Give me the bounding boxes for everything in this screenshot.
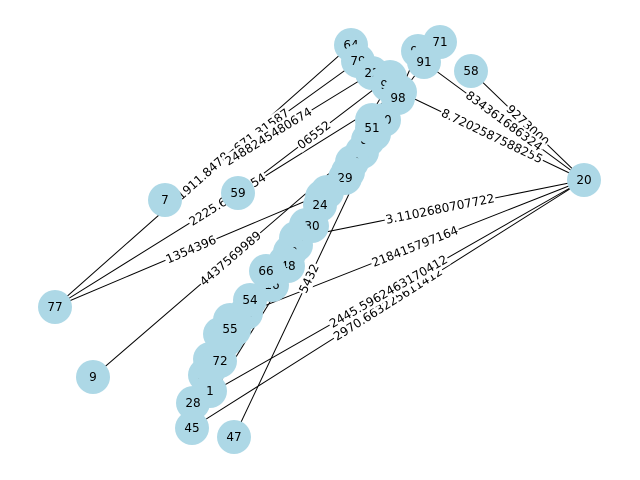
- node-7[interactable]: 7: [148, 183, 182, 217]
- node-circle[interactable]: [213, 312, 247, 346]
- node-label: 66: [258, 264, 273, 278]
- node-77[interactable]: 77: [38, 290, 72, 324]
- edge-label-background: [330, 263, 446, 345]
- edge-label-background: [295, 260, 323, 297]
- node-label: 54: [242, 293, 257, 307]
- node-label: 55: [222, 322, 237, 336]
- nodes-layer: 2071969164792227995862989570213388511060…: [38, 25, 601, 454]
- node-91[interactable]: 91: [407, 45, 441, 79]
- edge-label-background: [368, 222, 462, 271]
- node-label: 28: [185, 396, 200, 410]
- node-circle[interactable]: [176, 386, 210, 420]
- node-51[interactable]: 51: [355, 111, 389, 145]
- node-label: 7: [161, 193, 169, 207]
- node-circle[interactable]: [38, 290, 72, 324]
- edge-label-background: [502, 101, 553, 150]
- node-circle[interactable]: [175, 411, 209, 445]
- node-45[interactable]: 45: [175, 411, 209, 445]
- node-label: 59: [230, 186, 245, 200]
- edge-label-background: [221, 104, 316, 169]
- node-label: 71: [432, 35, 447, 49]
- node-label: 91: [416, 55, 431, 69]
- edge-label-background: [173, 148, 233, 204]
- node-label: 51: [364, 121, 379, 135]
- node-circle[interactable]: [407, 45, 441, 79]
- node-circle[interactable]: [249, 254, 283, 288]
- node-circle[interactable]: [217, 420, 251, 454]
- node-label: 72: [212, 354, 227, 368]
- node-55[interactable]: 55: [213, 312, 247, 346]
- node-label: 45: [184, 421, 199, 435]
- node-66[interactable]: 66: [249, 254, 283, 288]
- node-label: 9: [89, 370, 97, 384]
- edge-label-background: [462, 87, 546, 155]
- node-circle[interactable]: [355, 111, 389, 145]
- edge-label-background: [162, 232, 220, 267]
- node-20[interactable]: 20: [567, 163, 601, 197]
- node-59[interactable]: 59: [221, 176, 255, 210]
- edge-label-background: [326, 251, 451, 332]
- node-28[interactable]: 28: [176, 386, 210, 420]
- edge-label-group: 1354396: [162, 232, 220, 267]
- edge-label-background: [383, 191, 497, 227]
- edge-label-background: [293, 117, 335, 153]
- node-label: 24: [312, 198, 327, 212]
- node-circle[interactable]: [454, 54, 488, 88]
- node-circle[interactable]: [203, 344, 237, 378]
- node-label: 29: [337, 171, 352, 185]
- node-label: 1: [206, 384, 214, 398]
- node-label: 77: [47, 300, 62, 314]
- node-47[interactable]: 47: [217, 420, 251, 454]
- edge-label-background: [438, 105, 546, 167]
- node-circle[interactable]: [76, 360, 110, 394]
- edge-label-background: [196, 227, 265, 290]
- node-circle[interactable]: [148, 183, 182, 217]
- node-circle[interactable]: [567, 163, 601, 197]
- node-circle[interactable]: [221, 176, 255, 210]
- node-label: 20: [576, 173, 591, 187]
- node-label: 98: [390, 91, 405, 105]
- node-label: 58: [463, 64, 478, 78]
- node-58[interactable]: 58: [454, 54, 488, 88]
- edge-label: 1354396: [164, 233, 219, 267]
- node-72[interactable]: 72: [203, 344, 237, 378]
- node-label: 47: [226, 430, 241, 444]
- node-9[interactable]: 9: [76, 360, 110, 394]
